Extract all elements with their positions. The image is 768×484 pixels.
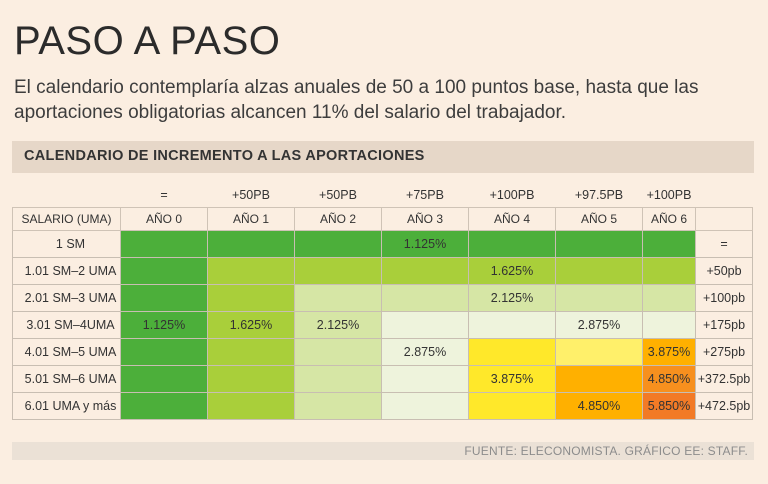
total-increment-label: +472.5pb xyxy=(695,392,753,420)
rate-cell xyxy=(294,365,382,393)
salary-range-label: 3.01 SM–4UMA xyxy=(12,311,121,339)
total-increment-label: +372.5pb xyxy=(695,365,753,393)
page-title: PASO A PASO xyxy=(14,19,281,63)
rate-cell: 1.125% xyxy=(120,311,208,339)
table-body: 1 SM 1.125% = 1.01 SM–2 UMA 1.625% +50pb 2.01 … xyxy=(12,230,753,420)
table-row: 6.01 UMA y más 4.850% 5.850% +472.5pb xyxy=(12,392,753,420)
rate-cell xyxy=(294,392,382,420)
rate-cell xyxy=(555,284,643,312)
year-header: AÑO 5 xyxy=(555,207,643,231)
table-row: 5.01 SM–6 UMA 3.875% 4.850% +372.5pb xyxy=(12,365,753,393)
rate-cell xyxy=(294,257,382,285)
table-banner: CALENDARIO DE INCREMENTO A LAS APORTACIO… xyxy=(12,141,754,173)
salary-range-label: 4.01 SM–5 UMA xyxy=(12,338,121,366)
rate-cell xyxy=(120,230,208,258)
increment-header-spacer xyxy=(13,182,121,208)
rate-cell: 3.875% xyxy=(642,338,696,366)
rate-cell xyxy=(207,257,295,285)
increment-label: +97.5PB xyxy=(574,187,624,202)
rate-cell xyxy=(381,392,469,420)
rate-cell: 5.850% xyxy=(642,392,696,420)
rate-cell xyxy=(120,365,208,393)
year-header: AÑO 3 xyxy=(381,207,469,231)
salary-range-label: 5.01 SM–6 UMA xyxy=(12,365,121,393)
rate-cell xyxy=(468,392,556,420)
year-header-spacer xyxy=(695,207,753,231)
rate-cell xyxy=(381,257,469,285)
rate-cell xyxy=(120,338,208,366)
rate-cell: 2.875% xyxy=(381,338,469,366)
rate-cell xyxy=(207,284,295,312)
total-increment-label: +100pb xyxy=(695,284,753,312)
increment-header-spacer xyxy=(696,182,753,208)
rate-cell xyxy=(468,311,556,339)
rate-cell xyxy=(468,230,556,258)
table-row: 4.01 SM–5 UMA 2.875% 3.875% +275pb xyxy=(12,338,753,366)
rate-cell xyxy=(381,284,469,312)
rate-cell xyxy=(642,230,696,258)
rate-cell xyxy=(120,284,208,312)
rate-cell xyxy=(642,257,696,285)
rate-cell xyxy=(294,230,382,258)
increment-label: +100PB xyxy=(489,187,535,202)
rate-cell xyxy=(381,365,469,393)
contribution-schedule-table: = +50PB +50PB +75PB +100PB +97.5PB +100PB SALA… xyxy=(12,182,753,420)
rate-cell xyxy=(294,338,382,366)
rate-cell xyxy=(207,338,295,366)
table-row: 2.01 SM–3 UMA 2.125% +100pb xyxy=(12,284,753,312)
rate-cell xyxy=(120,257,208,285)
year-header: AÑO 0 xyxy=(120,207,208,231)
rate-cell xyxy=(468,338,556,366)
rate-cell: 3.875% xyxy=(468,365,556,393)
table-row: 3.01 SM–4UMA 1.125% 1.625% 2.125% 2.875% +175… xyxy=(12,311,753,339)
rate-cell xyxy=(555,257,643,285)
salary-range-label: 1 SM xyxy=(12,230,121,258)
rate-cell: 2.875% xyxy=(555,311,643,339)
table-banner-label: CALENDARIO DE INCREMENTO A LAS APORTACIO… xyxy=(24,148,425,164)
rate-cell xyxy=(294,284,382,312)
rate-cell xyxy=(381,311,469,339)
rate-cell: 4.850% xyxy=(555,392,643,420)
increment-header-row: = +50PB +50PB +75PB +100PB +97.5PB +100PB xyxy=(13,182,753,208)
rate-cell: 2.125% xyxy=(468,284,556,312)
year-header: AÑO 4 xyxy=(468,207,556,231)
table-row: 1 SM 1.125% = xyxy=(12,230,753,258)
total-increment-label: +275pb xyxy=(695,338,753,366)
rate-cell: 1.625% xyxy=(468,257,556,285)
rate-cell xyxy=(555,230,643,258)
increment-label: +75PB xyxy=(406,187,444,202)
increment-label: +50PB xyxy=(319,187,357,202)
rate-cell: 2.125% xyxy=(294,311,382,339)
salary-range-label: 6.01 UMA y más xyxy=(12,392,121,420)
rate-cell xyxy=(642,311,696,339)
rate-cell xyxy=(207,230,295,258)
salary-range-label: 1.01 SM–2 UMA xyxy=(12,257,121,285)
year-header: AÑO 1 xyxy=(207,207,295,231)
year-header: AÑO 2 xyxy=(294,207,382,231)
increment-label: = xyxy=(160,187,168,202)
page-subtitle: El calendario contemplaría alzas anuales… xyxy=(14,77,699,123)
rate-cell xyxy=(207,365,295,393)
rate-cell xyxy=(555,338,643,366)
rate-cell: 4.850% xyxy=(642,365,696,393)
increment-label: +100PB xyxy=(646,187,692,202)
corner-label: SALARIO (UMA) xyxy=(12,207,121,231)
total-increment-label: = xyxy=(695,230,753,258)
rate-cell xyxy=(120,392,208,420)
rate-cell: 1.125% xyxy=(381,230,469,258)
rate-cell xyxy=(642,284,696,312)
rate-cell xyxy=(207,392,295,420)
source-bar: FUENTE: ELECONOMISTA. GRÁFICO EE: STAFF. xyxy=(12,442,754,460)
rate-cell xyxy=(555,365,643,393)
table-row: 1.01 SM–2 UMA 1.625% +50pb xyxy=(12,257,753,285)
total-increment-label: +50pb xyxy=(695,257,753,285)
year-header: AÑO 6 xyxy=(642,207,696,231)
salary-range-label: 2.01 SM–3 UMA xyxy=(12,284,121,312)
rate-cell: 1.625% xyxy=(207,311,295,339)
total-increment-label: +175pb xyxy=(695,311,753,339)
source-credit: FUENTE: ELECONOMISTA. GRÁFICO EE: STAFF. xyxy=(464,444,748,458)
increment-label: +50PB xyxy=(232,187,270,202)
